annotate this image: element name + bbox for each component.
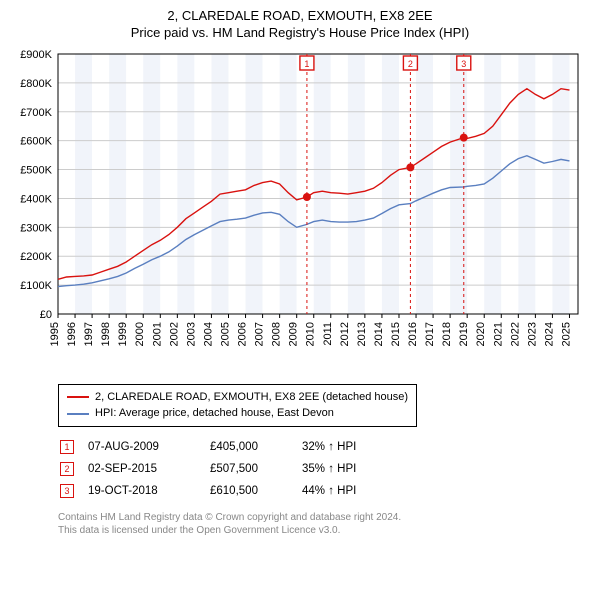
x-tick-label: 2015 <box>390 322 402 346</box>
x-tick-label: 2007 <box>254 322 266 346</box>
legend-row: 2, CLAREDALE ROAD, EXMOUTH, EX8 2EE (det… <box>67 389 408 406</box>
sale-price: £507,500 <box>210 459 300 479</box>
sales-table: 1 07-AUG-2009£405,00032% ↑ HPI 2 02-SEP-201… <box>58 435 370 503</box>
x-tick-label: 2022 <box>509 322 521 346</box>
x-tick-label: 2014 <box>373 322 385 346</box>
title-line-1: 2, CLAREDALE ROAD, EXMOUTH, EX8 2EE <box>10 8 590 25</box>
x-tick-label: 2004 <box>202 322 214 346</box>
x-tick-label: 1997 <box>83 322 95 346</box>
legend-row: HPI: Average price, detached house, East… <box>67 405 408 422</box>
footnote: Contains HM Land Registry data © Crown c… <box>58 511 590 538</box>
legend-box: 2, CLAREDALE ROAD, EXMOUTH, EX8 2EE (det… <box>58 384 417 427</box>
x-tick-label: 2025 <box>560 322 572 346</box>
legend-label: HPI: Average price, detached house, East… <box>95 405 334 422</box>
sale-marker-2: 2 <box>408 59 413 69</box>
x-tick-label: 2021 <box>492 322 504 346</box>
sale-pct: 35% ↑ HPI <box>302 459 368 479</box>
y-tick-label: £900K <box>20 49 52 61</box>
legend-swatch <box>67 396 89 398</box>
chart-area: £0 £100K £200K £300K £400K £500K £600K £700K £80… <box>10 48 590 378</box>
sale-date: 07-AUG-2009 <box>88 437 208 457</box>
sale-number-box: 3 <box>60 484 74 498</box>
y-tick-label: £700K <box>20 107 52 119</box>
y-tick-label: £800K <box>20 78 52 90</box>
y-tick-label: £500K <box>20 164 52 176</box>
x-tick-label: 2019 <box>458 322 470 346</box>
sale-date: 02-SEP-2015 <box>88 459 208 479</box>
y-tick-label: £300K <box>20 222 52 234</box>
x-tick-label: 2011 <box>322 322 334 346</box>
x-tick-label: 2020 <box>475 322 487 346</box>
x-tick-label: 2010 <box>305 322 317 346</box>
sale-pct: 32% ↑ HPI <box>302 437 368 457</box>
x-tick-label: 2008 <box>271 322 283 346</box>
y-tick-label: £100K <box>20 280 52 292</box>
sale-price: £405,000 <box>210 437 300 457</box>
x-tick-label: 2013 <box>356 322 368 346</box>
x-tick-label: 1996 <box>66 322 78 346</box>
x-tick-label: 2009 <box>288 322 300 346</box>
x-tick-label: 2006 <box>237 322 249 346</box>
chart-container: 2, CLAREDALE ROAD, EXMOUTH, EX8 2EE Pric… <box>0 0 600 590</box>
footnote-line-1: Contains HM Land Registry data © Crown c… <box>58 511 590 525</box>
x-tick-label: 1999 <box>117 322 129 346</box>
x-tick-label: 2016 <box>407 322 419 346</box>
x-tick-label: 2024 <box>543 322 555 346</box>
x-tick-label: 2023 <box>526 322 538 346</box>
table-row: 1 07-AUG-2009£405,00032% ↑ HPI <box>60 437 368 457</box>
x-tick-label: 2001 <box>151 322 163 346</box>
sale-date: 19-OCT-2018 <box>88 481 208 501</box>
y-tick-label: £0 <box>40 309 52 321</box>
y-tick-label: £200K <box>20 251 52 263</box>
x-tick-label: 2018 <box>441 322 453 346</box>
sale-marker-3: 3 <box>461 59 466 69</box>
legend-swatch <box>67 413 89 415</box>
table-row: 2 02-SEP-2015£507,50035% ↑ HPI <box>60 459 368 479</box>
x-tick-label: 2012 <box>339 322 351 346</box>
legend-label: 2, CLAREDALE ROAD, EXMOUTH, EX8 2EE (det… <box>95 389 408 406</box>
y-tick-label: £400K <box>20 193 52 205</box>
sale-number-box: 2 <box>60 462 74 476</box>
x-tick-label: 1998 <box>100 322 112 346</box>
table-row: 3 19-OCT-2018£610,50044% ↑ HPI <box>60 481 368 501</box>
sale-number-box: 1 <box>60 440 74 454</box>
x-tick-label: 2003 <box>185 322 197 346</box>
sale-pct: 44% ↑ HPI <box>302 481 368 501</box>
x-tick-label: 2002 <box>168 322 180 346</box>
chart-svg: £0 £100K £200K £300K £400K £500K £600K £700K £80… <box>10 48 590 378</box>
x-tick-label: 2017 <box>424 322 436 346</box>
y-tick-label: £600K <box>20 135 52 147</box>
sale-price: £610,500 <box>210 481 300 501</box>
sale-marker-1: 1 <box>304 59 309 69</box>
x-tick-label: 1995 <box>49 322 61 346</box>
x-tick-label: 2005 <box>219 322 231 346</box>
x-tick-label: 2000 <box>134 322 146 346</box>
title-line-2: Price paid vs. HM Land Registry's House … <box>10 25 590 42</box>
footnote-line-2: This data is licensed under the Open Gov… <box>58 524 590 538</box>
